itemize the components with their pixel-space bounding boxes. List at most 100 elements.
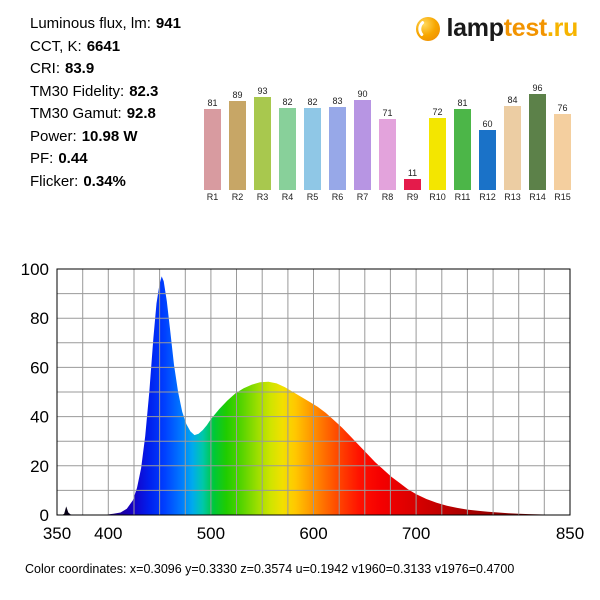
axis-labels: 350 400 500 600 700 850 0 20 40 60 80 100 xyxy=(21,260,585,543)
stat-value: 82.3 xyxy=(129,82,159,100)
bar xyxy=(204,109,221,190)
bar-value: 81 xyxy=(207,98,218,108)
bar-value: 84 xyxy=(507,95,518,105)
x-tick-label: 500 xyxy=(197,524,225,543)
bar-label: R2 xyxy=(231,192,244,202)
y-tick-label: 100 xyxy=(21,260,49,279)
bar-col-R8: 71 R8 xyxy=(379,108,396,202)
bar-label: R13 xyxy=(504,192,521,202)
bar-value: 82 xyxy=(307,97,318,107)
x-tick-label: 350 xyxy=(43,524,71,543)
bar-label: R8 xyxy=(381,192,394,202)
bar-col-R11: 81 R11 xyxy=(454,98,471,202)
grid-lines xyxy=(57,269,570,515)
bar-col-R6: 83 R6 xyxy=(329,96,346,202)
bar xyxy=(529,94,546,190)
stat-value: 10.98 W xyxy=(81,127,138,145)
bar xyxy=(304,108,321,190)
y-tick-label: 80 xyxy=(30,309,49,328)
bar-col-R9: 11 R9 xyxy=(404,168,421,202)
bar-value: 83 xyxy=(332,96,343,106)
stat-label: CRI: xyxy=(30,60,60,77)
stat-value: 6641 xyxy=(86,37,121,55)
bar-col-R2: 89 R2 xyxy=(229,90,246,202)
bar xyxy=(404,179,421,190)
lamp-icon xyxy=(415,17,440,41)
stat-label: TM30 Fidelity: xyxy=(30,82,125,100)
bar xyxy=(379,119,396,190)
bar xyxy=(429,118,446,190)
bar-value: 60 xyxy=(482,119,493,129)
x-tick-label: 600 xyxy=(299,524,327,543)
x-tick-label: 400 xyxy=(94,524,122,543)
stat-value: 83.9 xyxy=(65,60,95,77)
logo-lamp: lamp xyxy=(446,13,504,42)
lamptest-logo: lamptest.ru xyxy=(413,13,578,43)
stats-panel: Luminous flux, lm: 941 CCT, K: 6641 CRI: 83… xyxy=(30,13,181,193)
stat-label: Flicker: xyxy=(30,172,79,190)
bar-value: 82 xyxy=(282,97,293,107)
spectrum-chart: 350 400 500 600 700 850 0 20 40 60 80 100 xyxy=(21,260,585,543)
bar-label: R5 xyxy=(306,192,319,202)
bar-value: 76 xyxy=(557,103,568,113)
bar-value: 81 xyxy=(457,98,468,108)
bar xyxy=(354,100,371,190)
stat-label: PF: xyxy=(30,150,54,167)
bar-col-R7: 90 R7 xyxy=(354,89,371,202)
bar-col-R10: 72 R10 xyxy=(429,107,446,202)
bar xyxy=(479,130,496,190)
bar-value: 71 xyxy=(382,108,393,118)
logo-text: lamptest.ru xyxy=(446,13,579,43)
bar xyxy=(279,108,296,190)
bar-value: 89 xyxy=(232,90,243,100)
bar-col-R12: 60 R12 xyxy=(479,119,496,202)
bar-label: R6 xyxy=(331,192,344,202)
bar-label: R14 xyxy=(529,192,546,202)
bar-label: R7 xyxy=(356,192,369,202)
bar-value: 96 xyxy=(532,83,543,93)
bar xyxy=(329,107,346,190)
bar-label: R15 xyxy=(554,192,571,202)
x-tick-label: 850 xyxy=(556,524,584,543)
bar-label: R9 xyxy=(406,192,419,202)
bar xyxy=(254,97,271,190)
bar-col-R4: 82 R4 xyxy=(279,97,296,202)
bar-value: 11 xyxy=(407,168,418,178)
bar-label: R12 xyxy=(479,192,496,202)
stat-value: 0.44 xyxy=(58,150,88,167)
stat-label: Power: xyxy=(30,127,77,145)
bar-col-R1: 81 R1 xyxy=(204,98,221,202)
bar-label: R4 xyxy=(281,192,294,202)
stat-value: 941 xyxy=(155,15,181,32)
bar-label: R3 xyxy=(256,192,269,202)
color-coordinates: Color coordinates: x=0.3096 y=0.3330 z=0… xyxy=(25,562,515,576)
stat-line: Power: 10.98 W xyxy=(30,126,181,149)
y-tick-label: 0 xyxy=(40,506,49,525)
plot-border xyxy=(56,268,571,516)
stat-line: Flicker: 0.34% xyxy=(30,171,181,194)
cri-bar-chart: 81 R1 89 R2 93 R3 82 R4 82 R5 83 R6 90 R7 71 R8 11 R9 72 R1… xyxy=(204,80,571,202)
stat-line: CCT, K: 6641 xyxy=(30,36,181,59)
bar-col-R15: 76 R15 xyxy=(554,103,571,202)
bar-col-R14: 96 R14 xyxy=(529,83,546,202)
stat-value: 0.34% xyxy=(83,172,126,190)
bar xyxy=(504,106,521,190)
x-tick-label: 700 xyxy=(402,524,430,543)
stat-line: TM30 Fidelity: 82.3 xyxy=(30,81,181,104)
stat-line: PF: 0.44 xyxy=(30,148,181,171)
stat-line: TM30 Gamut: 92.8 xyxy=(30,103,181,126)
y-tick-label: 40 xyxy=(30,408,49,427)
bar xyxy=(454,109,471,190)
bar-value: 90 xyxy=(357,89,368,99)
stat-value: 92.8 xyxy=(126,105,156,122)
bar-label: R11 xyxy=(454,192,471,202)
bar-label: R10 xyxy=(429,192,446,202)
stat-label: Luminous flux, lm: xyxy=(30,15,151,32)
stat-label: TM30 Gamut: xyxy=(30,105,122,122)
stat-line: Luminous flux, lm: 941 xyxy=(30,13,181,36)
bar-value: 93 xyxy=(257,86,268,96)
logo-ru: .ru xyxy=(546,13,578,42)
logo-test: test xyxy=(503,13,548,42)
bar-col-R5: 82 R5 xyxy=(304,97,321,202)
